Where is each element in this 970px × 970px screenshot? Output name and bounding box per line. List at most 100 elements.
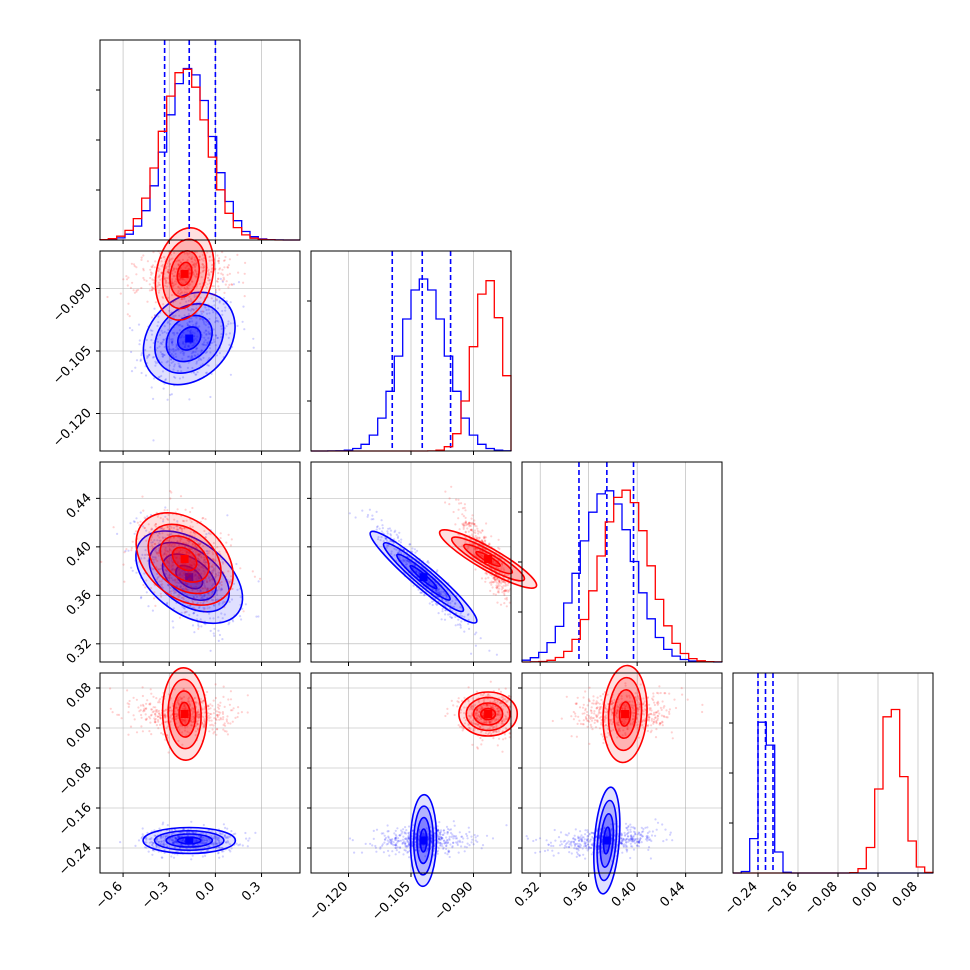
sample-point <box>217 639 220 643</box>
sample-point <box>221 561 224 564</box>
sample-point <box>184 610 187 614</box>
sample-point <box>109 687 112 690</box>
sample-point <box>394 853 397 856</box>
sample-point <box>180 325 183 328</box>
sample-point <box>195 360 198 363</box>
sample-point <box>635 844 639 847</box>
sample-point <box>411 547 414 550</box>
sample-point <box>139 704 142 707</box>
sample-point <box>204 371 208 375</box>
sample-point <box>493 578 496 581</box>
sample-point <box>140 352 143 355</box>
sample-point <box>169 497 172 500</box>
sample-point <box>387 830 390 833</box>
sample-point <box>153 597 156 600</box>
sample-point <box>398 839 401 843</box>
sample-point <box>227 264 230 267</box>
sample-point <box>194 351 197 354</box>
sample-point <box>464 524 467 527</box>
sample-point <box>206 607 209 610</box>
sample-point <box>372 837 375 841</box>
sample-point <box>186 366 189 369</box>
sample-point <box>381 524 384 527</box>
sample-point <box>187 309 190 312</box>
sample-point <box>206 341 209 344</box>
sample-point <box>200 620 203 623</box>
sample-point <box>195 307 198 310</box>
sample-point <box>398 531 401 534</box>
sample-point <box>579 838 582 841</box>
sample-point <box>461 841 464 844</box>
sample-point <box>224 306 227 309</box>
sample-point <box>227 623 230 626</box>
sample-point <box>212 328 215 331</box>
sample-point <box>147 850 150 853</box>
sample-point <box>227 323 230 326</box>
sample-point <box>229 690 232 693</box>
sample-point <box>214 321 217 324</box>
sample-point <box>239 615 242 618</box>
sample-point <box>146 300 149 303</box>
sample-point <box>407 832 410 835</box>
sample-point <box>145 279 148 282</box>
sample-point <box>414 551 417 554</box>
sample-point <box>204 610 207 613</box>
sample-point <box>575 851 579 854</box>
sample-point <box>140 286 143 290</box>
sample-point <box>498 584 501 587</box>
sample-point <box>228 621 231 624</box>
sample-point <box>182 340 185 343</box>
sample-point <box>481 529 484 532</box>
sample-point <box>150 339 153 342</box>
sample-point <box>209 649 212 652</box>
sample-point <box>173 333 176 336</box>
sample-point <box>171 568 174 571</box>
panel-2-2 <box>539 462 686 662</box>
sample-point <box>219 716 222 720</box>
sample-point <box>632 848 636 851</box>
sample-point <box>470 528 473 532</box>
sample-point <box>191 356 194 359</box>
sample-point <box>257 615 260 618</box>
sample-point <box>462 837 465 840</box>
sample-point <box>204 586 207 589</box>
sample-point <box>644 826 647 829</box>
sample-point <box>196 353 199 356</box>
sample-point <box>185 300 188 303</box>
sample-point <box>178 574 181 577</box>
sample-point <box>144 374 148 377</box>
scatter-3-2-series-0 <box>525 786 674 895</box>
sample-point <box>166 824 169 827</box>
sample-point <box>154 604 157 608</box>
sample-point <box>152 397 155 400</box>
sample-point <box>200 358 203 361</box>
sample-point <box>147 605 150 608</box>
sample-point <box>204 854 207 858</box>
sample-point <box>387 849 390 853</box>
sample-point <box>438 839 442 842</box>
sample-point <box>431 603 434 607</box>
sample-point <box>126 313 129 316</box>
sample-point <box>567 832 571 835</box>
sample-point <box>578 854 581 857</box>
sample-point <box>142 276 145 280</box>
sample-point <box>224 283 227 286</box>
sample-point <box>170 577 173 580</box>
sample-point <box>170 361 173 364</box>
sample-point <box>112 526 115 529</box>
sample-point <box>551 849 554 852</box>
sample-point <box>201 310 204 313</box>
sample-point <box>460 620 463 623</box>
sample-point <box>475 631 478 634</box>
sample-point <box>202 319 205 322</box>
sample-point <box>195 373 198 376</box>
sample-point <box>223 291 226 294</box>
sample-point <box>456 623 459 626</box>
sample-point <box>437 829 440 832</box>
sample-point <box>458 840 462 844</box>
sample-point <box>140 557 143 560</box>
sample-point <box>140 256 143 259</box>
sample-point <box>200 312 203 315</box>
sample-point <box>189 332 192 335</box>
sample-point <box>207 330 210 333</box>
